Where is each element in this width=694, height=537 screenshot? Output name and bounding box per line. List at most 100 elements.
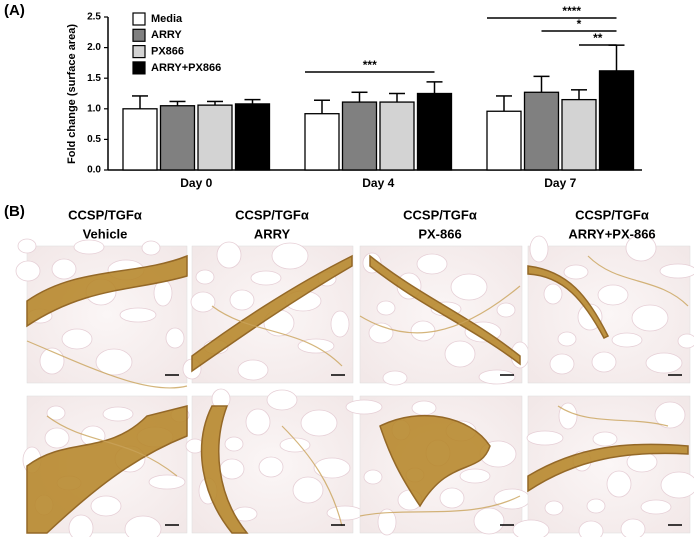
y-tick-label: 1.0 xyxy=(87,103,101,114)
bar xyxy=(234,103,271,171)
micrograph xyxy=(22,395,190,537)
stained-tissue xyxy=(369,254,521,366)
alveolus xyxy=(563,264,589,280)
column-header: CCSP/TGFα xyxy=(68,207,142,222)
significance-label: ** xyxy=(593,31,603,45)
bar xyxy=(486,110,522,171)
column-header: ARRY+PX-866 xyxy=(568,226,655,241)
micrograph xyxy=(185,388,364,534)
alveolus xyxy=(195,269,215,285)
bar xyxy=(598,70,635,171)
alveolus xyxy=(411,400,437,416)
stained-edge xyxy=(359,285,521,334)
stained-tissue xyxy=(527,443,689,493)
alveolus xyxy=(258,456,284,478)
alveolus xyxy=(300,409,338,437)
alveolus xyxy=(266,389,298,411)
alveolus xyxy=(512,519,550,537)
alveolus xyxy=(165,327,185,349)
alveolus xyxy=(631,304,669,332)
stained-tissue xyxy=(191,254,353,373)
alveolus xyxy=(558,402,578,430)
panel-label: (B) xyxy=(4,203,25,220)
bar xyxy=(159,105,196,171)
alveolus xyxy=(557,331,577,347)
alveolus xyxy=(102,406,134,422)
stained-tissue xyxy=(527,265,610,339)
column-header: PX-866 xyxy=(418,226,461,241)
micrographs xyxy=(15,234,694,537)
micrograph xyxy=(345,395,531,536)
stained-tissue xyxy=(379,414,491,508)
significance-label: * xyxy=(577,17,582,31)
y-tick-label: 0.5 xyxy=(87,134,101,145)
legend-label: ARRY xyxy=(151,29,182,41)
significance-label: *** xyxy=(363,58,377,72)
alveolus xyxy=(625,234,657,262)
stained-tissue xyxy=(26,254,188,328)
panel-label: (A) xyxy=(4,2,25,19)
alveolus xyxy=(148,474,186,490)
alveolus xyxy=(330,310,350,338)
legend-label: PX866 xyxy=(151,46,184,58)
alveolus xyxy=(46,405,66,421)
column-header: CCSP/TGFα xyxy=(575,207,649,222)
alveolus xyxy=(659,263,694,279)
alveolus xyxy=(478,369,516,385)
stained-edge xyxy=(359,495,521,517)
alveolus xyxy=(496,302,516,318)
micrograph xyxy=(527,234,694,384)
alveolus xyxy=(376,300,396,316)
legend-label: Media xyxy=(151,13,183,25)
alveolus xyxy=(44,427,70,449)
alveolus xyxy=(363,469,383,485)
stained-edge xyxy=(46,415,178,477)
alveolus xyxy=(640,499,672,515)
bar xyxy=(379,101,415,171)
x-tick-label: Day 4 xyxy=(362,176,394,190)
y-axis-label: Fold change (surface area) xyxy=(66,24,78,164)
alveolus xyxy=(190,291,216,313)
bar xyxy=(341,101,378,171)
alveolus xyxy=(586,498,606,514)
alveolus xyxy=(444,340,476,368)
alveolus xyxy=(216,241,242,269)
legend-label: ARRY+PX866 xyxy=(151,62,221,74)
bar xyxy=(122,108,158,171)
y-tick-label: 1.5 xyxy=(87,73,101,84)
column-header: Vehicle xyxy=(83,226,128,241)
alveolus xyxy=(416,253,448,275)
alveolus xyxy=(124,515,162,537)
micrograph xyxy=(15,238,188,389)
bar xyxy=(197,104,233,171)
alveolus xyxy=(95,348,133,376)
alveolus xyxy=(15,260,41,282)
alveolus xyxy=(410,320,436,342)
alveolus xyxy=(592,431,618,447)
stained-tissue xyxy=(200,405,249,534)
alveolus xyxy=(544,500,564,516)
alveolus xyxy=(459,468,491,484)
legend-swatch xyxy=(132,28,146,42)
legend-swatch xyxy=(132,61,146,75)
alveolus xyxy=(549,353,575,375)
bar xyxy=(523,91,560,171)
significance-label: **** xyxy=(562,4,581,18)
alveolus xyxy=(245,408,271,436)
bar xyxy=(561,98,597,171)
y-tick-label: 0.0 xyxy=(87,165,101,176)
x-tick-label: Day 0 xyxy=(180,176,212,190)
alveolus xyxy=(17,238,37,254)
alveolus xyxy=(224,436,244,452)
alveolus xyxy=(645,352,683,374)
stained-tissue xyxy=(26,405,188,534)
alveolus xyxy=(73,239,105,255)
alveolus xyxy=(578,520,604,537)
x-tick-label: Day 7 xyxy=(544,176,576,190)
alveolus xyxy=(271,242,309,270)
stained-edge xyxy=(26,340,188,389)
alveolus xyxy=(292,476,324,504)
alveolus xyxy=(439,487,465,509)
